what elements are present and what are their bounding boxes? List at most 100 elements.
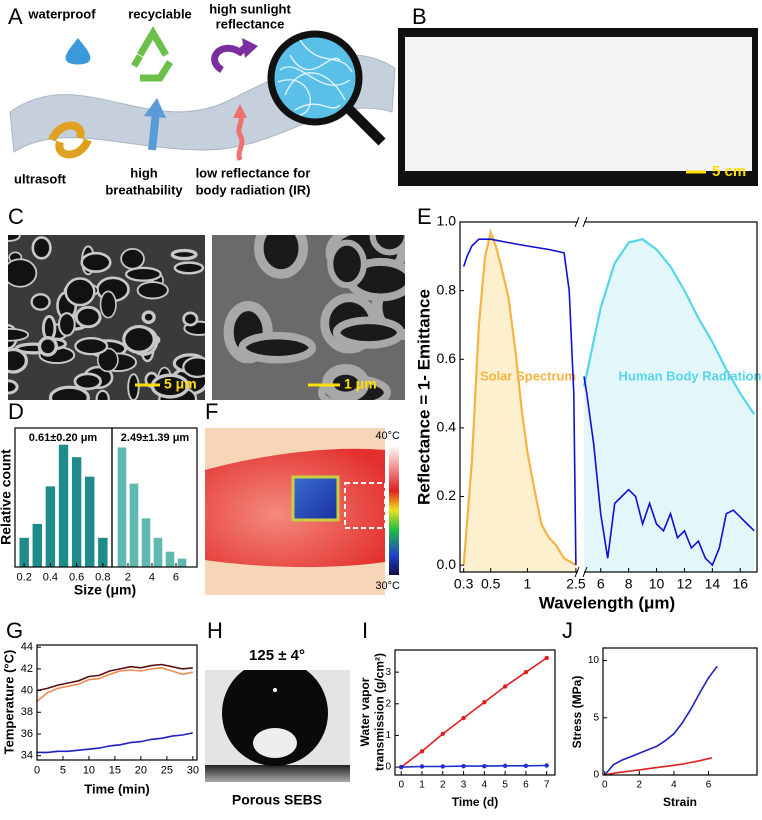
- x-tick-label: 25: [161, 765, 173, 777]
- y-tick-label: 44: [21, 641, 33, 653]
- pore: [73, 372, 102, 391]
- y-tick-label: 0: [593, 770, 599, 781]
- pore: [182, 356, 205, 378]
- reference-box: [344, 482, 386, 529]
- marker: [482, 763, 487, 769]
- pore: [8, 258, 38, 288]
- x-tick-label: 4: [482, 780, 488, 791]
- plot-frame: [111, 427, 198, 568]
- y-tick-label: 1: [385, 730, 391, 741]
- pore: [327, 239, 367, 289]
- bar: [141, 518, 151, 567]
- feature-label: waterproof: [27, 6, 96, 21]
- pore: [173, 261, 205, 275]
- x-tick-label: 30: [187, 765, 199, 777]
- marker: [523, 763, 529, 769]
- line: [604, 665, 718, 776]
- x-tick-label: 4: [671, 780, 677, 791]
- feature-label: breathability: [105, 182, 183, 197]
- pore: [120, 247, 145, 270]
- x-tick-label: 3: [461, 780, 467, 791]
- pore: [8, 347, 29, 374]
- pore: [8, 328, 29, 342]
- scale-label: 5 μm: [164, 376, 197, 392]
- line: [36, 666, 193, 703]
- colorbar-label: 30°C: [375, 580, 400, 592]
- feature-label: ultrasoft: [14, 171, 67, 186]
- plot-frame: [394, 649, 556, 776]
- bar: [45, 486, 56, 567]
- bar: [117, 447, 127, 567]
- pore: [95, 389, 110, 400]
- y-tick-label: 0.6: [437, 350, 457, 366]
- x-tick-label: 2: [637, 780, 643, 791]
- y-tick-label: 0: [385, 762, 391, 773]
- y-tick-label: 36: [21, 728, 33, 740]
- pore: [99, 290, 117, 319]
- x-tick-label: 6: [173, 572, 179, 584]
- line: [582, 238, 756, 415]
- x-tick-label: 0: [398, 780, 404, 791]
- feature-label: recyclable: [128, 6, 192, 21]
- pore: [322, 363, 370, 400]
- panel-label: A: [8, 4, 23, 29]
- bar: [71, 457, 82, 567]
- pore: [8, 235, 21, 242]
- pore: [141, 310, 156, 324]
- y-tick-label: 0.8: [437, 281, 457, 297]
- panel-label: J: [562, 618, 573, 643]
- marker: [461, 715, 466, 721]
- bar: [98, 537, 108, 567]
- pore: [182, 311, 199, 327]
- x-tick-label: 0.4: [43, 572, 58, 584]
- marker: [544, 655, 549, 661]
- x-tick-label: 6: [523, 780, 529, 791]
- x-tick-label: 0.3: [454, 576, 474, 592]
- x-tick-label: 6: [706, 780, 712, 791]
- scale-label: 5 cm: [712, 163, 746, 180]
- cooled-patch: [291, 475, 340, 522]
- y-tick-label: 0.0: [437, 556, 457, 572]
- panel-label: F: [205, 399, 218, 424]
- x-tick-label: 16: [732, 576, 748, 592]
- pore: [369, 235, 405, 256]
- pore: [48, 385, 90, 400]
- series-label: Human Body Radiation: [618, 368, 761, 383]
- feature-label: low reflectance for: [196, 165, 311, 180]
- x-axis-label: Wavelength (μm): [539, 593, 675, 612]
- x-tick-label: 0.8: [95, 572, 110, 584]
- panel-label: E: [417, 204, 432, 229]
- plot-frame: [36, 644, 198, 761]
- axis-break: [574, 216, 580, 228]
- x-tick-label: 7: [544, 780, 550, 791]
- pore: [64, 277, 96, 307]
- pore: [122, 324, 156, 354]
- fabric-photo: [405, 37, 752, 171]
- x-tick-label: 14: [705, 576, 721, 592]
- sem-image: [212, 235, 405, 400]
- annotation: 0.61±0.20 μm: [29, 432, 98, 444]
- line: [462, 238, 577, 566]
- panel-label: G: [6, 618, 23, 643]
- bar: [32, 523, 43, 567]
- bar: [153, 537, 163, 567]
- x-tick-label: 5: [60, 765, 66, 777]
- x-tick-label: 0.6: [69, 572, 84, 584]
- area: [584, 239, 755, 572]
- line: [36, 663, 193, 692]
- y-tick-label: 1.0: [437, 213, 457, 229]
- marker: [419, 749, 425, 754]
- feature-label: high: [130, 165, 157, 180]
- contact-angle: 125 ± 4°: [249, 647, 305, 664]
- y-axis-label: Reflectance = 1- Emittance: [414, 289, 433, 505]
- series-label: Solar Spectrum: [480, 368, 576, 383]
- marker: [482, 700, 487, 705]
- pore: [31, 236, 52, 260]
- marker: [399, 764, 404, 770]
- x-tick-label: 0: [34, 765, 40, 777]
- bar: [177, 558, 187, 567]
- y-axis-label: Water vapor: [358, 677, 372, 746]
- panel-label: B: [412, 4, 427, 29]
